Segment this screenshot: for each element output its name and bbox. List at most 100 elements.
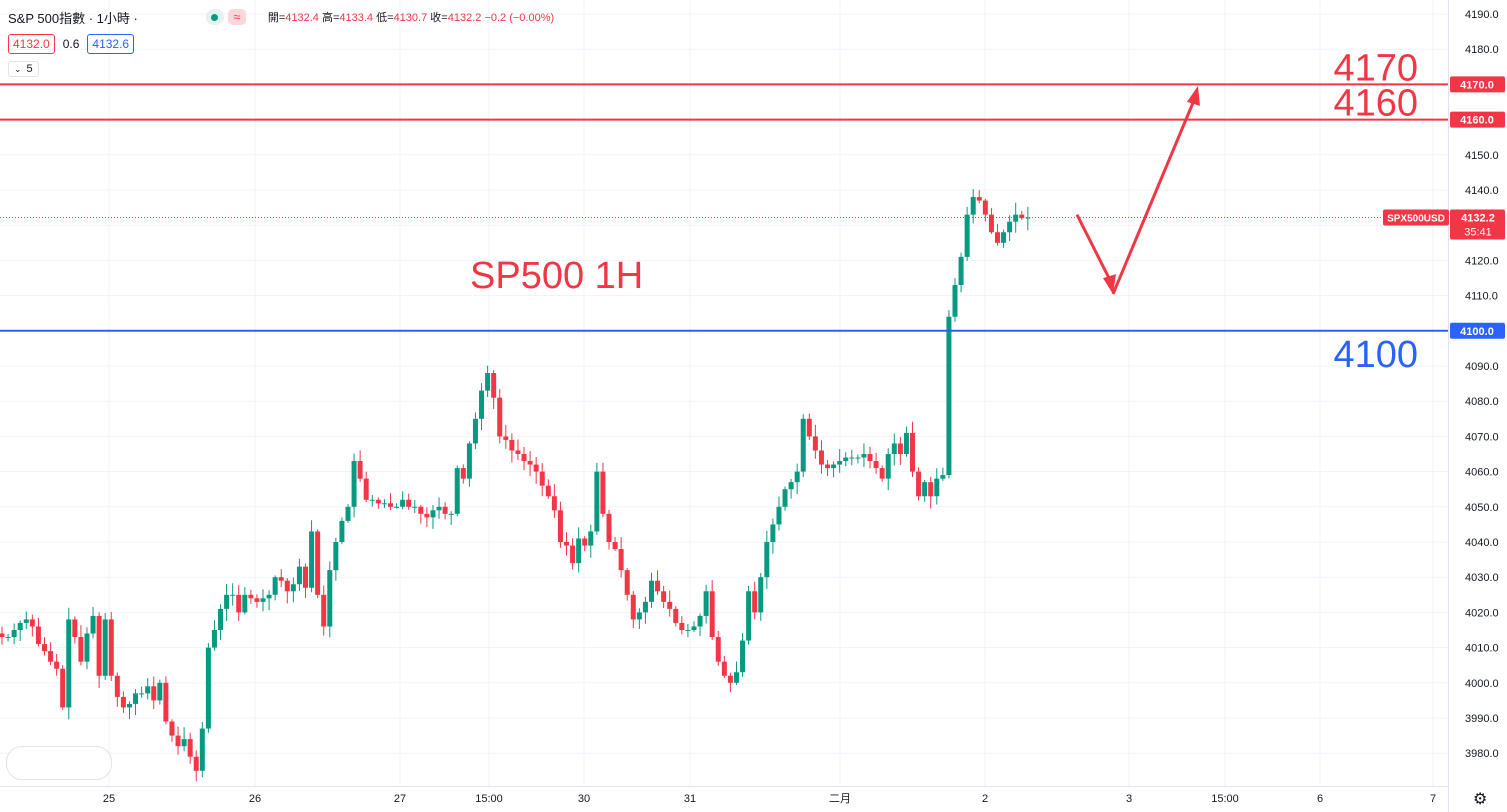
candle-body [260,598,266,602]
candle-body [126,703,132,708]
candle-down [357,450,363,482]
candle-body [460,468,466,479]
candle-body [588,531,594,546]
candle-down [521,446,527,471]
candle-up [588,524,594,558]
candle-down [248,589,254,604]
indicator-count: 5 [26,63,33,75]
candle-down [812,424,818,459]
chevron-down-icon: ⌄ [14,63,22,74]
candle-body [491,373,497,398]
candle-down [721,655,727,678]
candle-body [266,594,272,599]
candle-down [163,676,169,725]
candle-up [940,467,946,481]
candle-body [472,418,478,444]
candle-down [406,493,412,510]
candle-body [218,608,224,630]
candle-down [655,570,661,595]
candle-body [230,594,236,596]
candle-up [740,633,746,677]
candle-up [309,520,315,593]
candle-up [733,661,739,685]
candle-body [727,675,733,683]
high-value: 4133.4 [339,12,374,24]
candle-down [442,502,448,520]
candle-body [940,475,946,479]
candle-body [466,443,472,479]
market-open-icon [205,9,224,25]
candle-up [5,634,11,642]
candle-body [72,619,78,638]
candle-down [78,625,84,666]
candle-body [958,256,964,286]
candle-up [345,504,351,523]
candle-body [733,672,739,683]
candle-body [800,418,806,472]
candle-body [994,232,1000,243]
candle-up [642,596,648,624]
candle-down [533,457,539,484]
candle-up [351,453,357,518]
candle-body [11,630,17,638]
candle-body [600,471,606,514]
candle-up [333,537,339,581]
candle-body [752,591,758,613]
candle-up [448,511,454,525]
sell-price-button[interactable]: 4132.0 [8,34,55,54]
candle-up [922,479,928,502]
candle-up [272,575,278,601]
candle-up [126,701,132,719]
buy-price-button[interactable]: 4132.6 [87,34,135,54]
candle-body [205,647,211,729]
candle-down [539,463,545,497]
candle-body [776,506,782,525]
level-axis-label: 4160.0 [1460,115,1494,127]
candle-body [296,566,302,585]
price-tick-label: 4020.0 [1465,607,1499,619]
candle-up [290,577,296,603]
price-tick-label: 4000.0 [1465,678,1499,690]
candle-body [922,482,928,497]
candle-body [333,542,339,571]
indicators-toggle-button[interactable]: ⌄ 5 [8,61,39,77]
candle-body [199,728,205,771]
level-axis-badge [1450,76,1505,93]
candle-body [770,524,776,542]
candle-up [260,589,266,612]
candle-down [48,642,54,666]
candle-up [685,623,691,638]
candle-down [673,606,679,627]
candle-body [715,637,721,662]
candle-body [928,482,934,497]
candle-down [54,654,60,676]
candle-down [557,501,563,548]
candle-down [278,569,284,588]
candle-down [928,476,934,509]
candle-body [697,615,703,627]
gear-icon[interactable]: ⚙ [1473,791,1488,808]
candle-body [982,200,988,215]
candle-body [394,506,400,508]
candle-up [1025,206,1031,231]
quick-input-box[interactable] [6,746,112,780]
candle-up [934,468,940,505]
time-tick-label: 30 [578,793,590,805]
candle-body [278,577,284,581]
spread-value: 0.6 [62,37,80,51]
candle-body [23,619,29,623]
candle-body [224,594,230,609]
candle-body [169,721,175,736]
candle-up [958,252,964,293]
time-tick-label: 25 [103,793,115,805]
candle-body [41,644,47,652]
candle-up [339,517,345,545]
candle-up [697,613,703,637]
market-status[interactable]: ≈ [205,9,246,25]
level-label-4170: 4170 [1333,47,1418,89]
candle-down [29,614,35,637]
candle-down [509,433,515,463]
candle-up [1001,229,1007,248]
symbol-title[interactable]: S&P 500指數 · 1小時 · [8,10,138,26]
